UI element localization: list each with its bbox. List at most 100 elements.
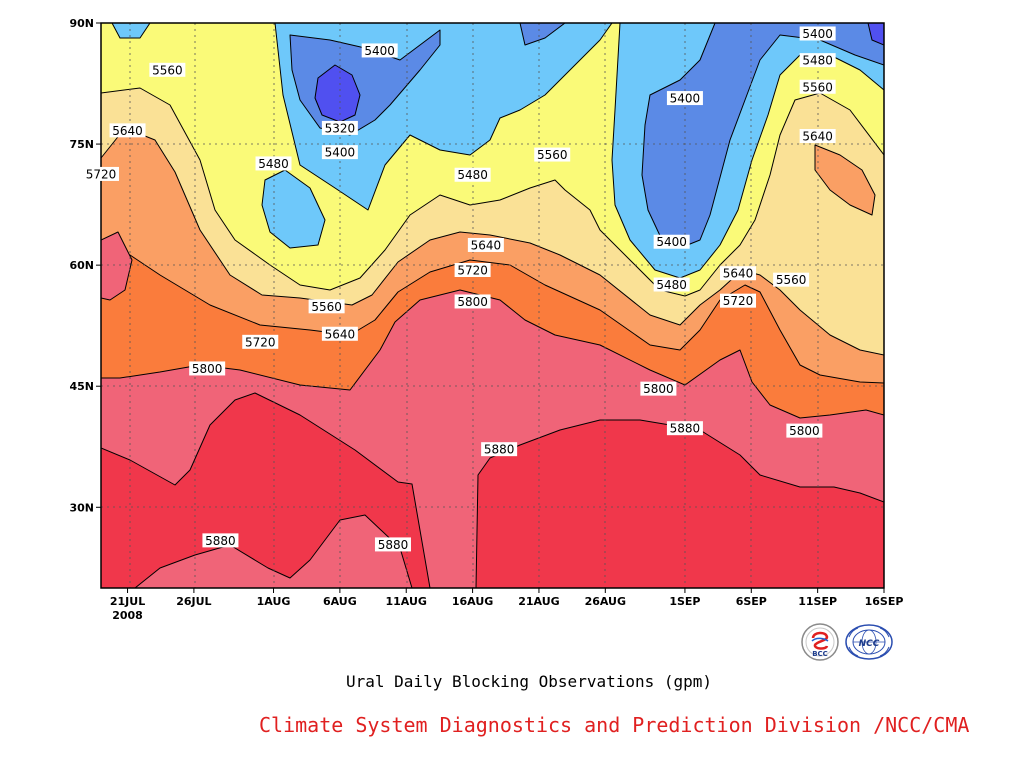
contour-label: 5480	[258, 157, 289, 171]
contour-label: 5480	[457, 168, 488, 182]
x-tick-label: 6AUG	[323, 595, 357, 608]
contour-label-box	[481, 442, 518, 457]
contour-label: 5720	[723, 294, 754, 308]
x-tick-label: 26JUL	[176, 595, 211, 608]
contour-label: 5720	[457, 263, 488, 277]
contour-label-box	[308, 299, 345, 314]
x-tick-label: 1AUG	[257, 595, 291, 608]
contour-label-box	[799, 26, 836, 41]
chart-credit: Climate System Diagnostics and Predictio…	[259, 713, 970, 737]
region-below-5320-corner	[867, 23, 884, 46]
contour-label-box	[83, 166, 119, 181]
contour-label: 5880	[670, 422, 701, 436]
contour-label-box	[799, 129, 836, 143]
y-tick-label: 90N	[69, 17, 94, 30]
contour-label-box	[255, 156, 292, 171]
contour-label-box	[189, 361, 226, 376]
contour-label: 5720	[86, 167, 117, 181]
contour-label: 5400	[364, 44, 395, 58]
contour-label: 5400	[656, 235, 687, 249]
contour-label-box	[720, 293, 757, 308]
contour-label-box	[786, 423, 823, 438]
region-5800-5880-lobe	[134, 514, 413, 588]
contour-label-box	[321, 120, 358, 135]
region-5320-5400-east	[641, 23, 884, 249]
contour-label: 5560	[802, 80, 833, 94]
contour-label-box	[799, 79, 836, 94]
contour-label: 5640	[471, 238, 502, 252]
contour-label-box	[653, 277, 690, 292]
contour-label-box	[454, 167, 491, 182]
contour-label-box	[773, 272, 810, 287]
x-tick-label: 6SEP	[736, 595, 767, 608]
contour-label-box	[666, 421, 703, 436]
contour-label: 5640	[325, 327, 356, 341]
contour-label: 5560	[776, 273, 807, 287]
contour-label-box	[242, 334, 279, 349]
x-year-label: 2008	[112, 609, 143, 622]
plot-frame	[100, 22, 885, 589]
x-tick-label: 11SEP	[798, 595, 837, 608]
contour-label-box	[666, 91, 703, 106]
contour-label: 5640	[112, 124, 143, 138]
contour-label-box	[361, 43, 398, 58]
contour-label: 5800	[789, 424, 820, 438]
contour-label-box	[467, 237, 504, 252]
contour-label-box	[720, 266, 757, 281]
region-5800-5880-edge	[101, 231, 133, 301]
y-axis: 30N 45N 60N 75N 90N	[69, 17, 101, 514]
contour-label: 5800	[643, 382, 674, 396]
x-tick-label: 1SEP	[669, 595, 700, 608]
contour-label: 5720	[245, 335, 276, 349]
contour-label: 5880	[484, 443, 515, 457]
y-tick-label: 30N	[69, 501, 94, 514]
contour-label: 5400	[802, 27, 833, 41]
contour-label-box	[653, 234, 690, 249]
ncc-logo: NCC	[845, 624, 893, 660]
x-tick-label: 11AUG	[386, 595, 427, 608]
contour-label: 5880	[378, 538, 409, 552]
region-5320-5400-top	[519, 23, 566, 46]
y-tick-label: 75N	[69, 138, 94, 151]
contour-label-box	[534, 147, 571, 162]
x-tick-label: 21AUG	[518, 595, 559, 608]
contour-label: 5480	[802, 54, 833, 68]
contour-label-box	[454, 262, 491, 277]
y-tick-label: 45N	[69, 380, 94, 393]
contour-label: 5400	[670, 92, 701, 106]
contour-label: 5320	[325, 121, 356, 135]
contour-labels: 5560 5640 5720 5480 5400 5320 5400 5480 5560 5640…	[83, 26, 836, 552]
x-tick-label: 21JUL	[110, 595, 145, 608]
region-5400-5480-nw	[111, 23, 151, 39]
region-below-5320-north	[314, 64, 361, 123]
bcc-logo-text: BCC	[812, 650, 828, 658]
contour-label: 5560	[152, 63, 183, 77]
contour-label-box	[149, 62, 186, 77]
contour-label: 5800	[457, 295, 488, 309]
contour-label: 5400	[325, 146, 356, 160]
contour-label: 5800	[192, 362, 223, 376]
contour-label: 5480	[656, 278, 687, 292]
x-tick-label: 16AUG	[452, 595, 493, 608]
contour-label-box	[799, 53, 836, 68]
contour-label-box	[202, 533, 239, 548]
bcc-logo: BCC	[801, 623, 839, 661]
region-5640-5720-island	[814, 144, 876, 216]
contour-label: 5880	[205, 534, 236, 548]
contour-label-box	[640, 381, 677, 396]
x-tick-label: 26AUG	[585, 595, 626, 608]
contour-label-box	[374, 537, 411, 552]
region-5400-5480-west	[261, 169, 326, 249]
y-tick-label: 60N	[69, 259, 94, 272]
contour-label: 5560	[537, 148, 568, 162]
contour-label-box	[321, 145, 358, 160]
x-tick-label: 16SEP	[865, 595, 904, 608]
contour-label: 5560	[311, 300, 342, 314]
contour-label: 5640	[802, 130, 833, 144]
contour-label-box	[109, 123, 146, 138]
plot-area	[101, 23, 884, 588]
contour-label: 5640	[723, 267, 754, 281]
ncc-logo-text: NCC	[859, 639, 880, 649]
